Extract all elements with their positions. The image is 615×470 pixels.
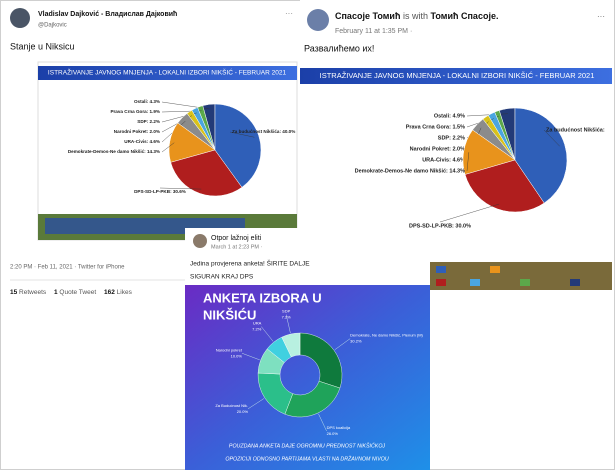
stat-count: 162 <box>104 289 115 296</box>
slice-label: Narodni Pokret: 2.0% <box>410 146 465 152</box>
date: February 11 at 1:35 PM · <box>335 28 412 35</box>
stat-label[interactable]: Likes <box>117 289 133 296</box>
slice-value: 10.0% <box>231 353 243 358</box>
author: Vladislav Dajković - Владислав Дајковић <box>38 10 177 18</box>
screenshot: Vladislav Dajković - Владислав Дајковић … <box>0 0 615 470</box>
slice-label: Ostali: 4.3% <box>134 99 160 104</box>
slice-label: Prava Crna Gora: 1.9% <box>110 109 160 114</box>
slice-label: Ostali: 4.9% <box>434 113 465 119</box>
author[interactable]: Otpor lažnoj eliti <box>211 235 262 242</box>
caption: OPOZICIJI ODNOSNO PARTIJAMA VLASTI NA DR… <box>225 454 389 462</box>
slice-name: URA <box>253 321 262 326</box>
stat-label[interactable]: Retweets <box>19 289 47 296</box>
post-text: Jedina provjerena anketa! ŠIRITE DALJE <box>190 259 310 268</box>
slice-name: DPS koalicija <box>327 425 351 430</box>
slice-label: Za budućnost Nikšića: 40.0% <box>232 129 295 134</box>
chart-image: ANKETA IZBORA U NIKŠIĆU POUZDANA ANKETA … <box>185 285 430 470</box>
stat-count: 1 <box>54 289 58 296</box>
menu[interactable]: ··· <box>285 9 293 18</box>
stats: 15 Retweets 1 Quote Tweet 162 Likes <box>10 289 133 296</box>
image-title: NIKŠIĆU <box>203 307 256 322</box>
slice-label: DPS-SD-LP-PKB: 30.6% <box>134 189 186 194</box>
tweet-text: Stanje u Niksicu <box>10 41 75 51</box>
avatar <box>193 234 207 248</box>
slice-label: SDP: 2.2% <box>438 135 465 141</box>
caption: POUZDANA ANKETA DAJE OGROMNU PREDNOST NI… <box>229 442 386 449</box>
stat-count: 15 <box>10 289 18 296</box>
handle: @Dajkovic <box>38 23 67 29</box>
legend-strip <box>430 262 612 290</box>
slice-label: Narodni Pokret: 2.0% <box>114 129 160 134</box>
post-header: Спасоје Томић is with Томић Спасоје. <box>335 11 498 21</box>
swatch <box>570 279 580 286</box>
slice-value: 7.2% <box>252 327 262 332</box>
swatch <box>436 266 446 273</box>
author[interactable]: Спасоје Томић <box>335 11 400 21</box>
slice-label: Demokrate-Demos-Ne damo Nikšić: 14.3% <box>355 168 465 174</box>
post-text: Развалићемо их! <box>304 43 374 53</box>
post-text: SIGURAN KRAJ DPS <box>190 274 254 281</box>
slice-name: Demokrate, Ne damo Nikšić, Plenum (M) <box>350 333 423 338</box>
tagged[interactable]: Томић Спасоје. <box>431 11 499 21</box>
avatar <box>307 9 329 31</box>
slice-name: SDP <box>282 309 291 314</box>
avatar <box>10 8 30 28</box>
slice-label: SDP: 2.2% <box>137 119 160 124</box>
chart-title: ISTRAŽIVANJE JAVNOG MNJENJA - LOKALNI IZ… <box>320 71 595 80</box>
slice-value: 7.2% <box>282 315 292 320</box>
date: March 1 at 2:23 PM · <box>211 244 263 250</box>
timestamp: 2:20 PM · Feb 11, 2021 · Twitter for iPh… <box>10 265 125 271</box>
chart-image: ISTRAŽIVANJE JAVNOG MNJENJA - LOKALNI IZ… <box>300 62 612 238</box>
swatch <box>490 266 500 273</box>
slice-label: URA-Civis: 4.6% <box>422 157 465 163</box>
slice-label: Za budućnost Nikšića: <box>546 127 605 133</box>
slice-label: Prava Crna Gora: 1.5% <box>406 124 465 130</box>
with-text: is with <box>403 11 428 21</box>
slice-label: URA-Civis: 4.6% <box>124 139 160 144</box>
slice-value: 20.0% <box>237 409 249 414</box>
slice-value: 26.0% <box>327 431 339 436</box>
image-title: ANKETA IZBORA U <box>203 290 322 305</box>
swatch <box>436 279 446 286</box>
menu[interactable]: ··· <box>597 12 605 21</box>
slice-value: 30.2% <box>350 339 362 344</box>
stat-label[interactable]: Quote Tweet <box>59 289 96 296</box>
swatch <box>470 279 480 286</box>
slice-name: Za Budućnost Nik. <box>215 403 248 408</box>
slice-name: Narodni pokret <box>216 347 243 352</box>
slice-label: Demokrate-Demos-Ne damo Nikšić: 14.3% <box>68 149 160 154</box>
third-card: Otpor lažnoj eliti March 1 at 2:23 PM · … <box>185 228 430 470</box>
chart-title: ISTRAŽIVANJE JAVNOG MNJENJA - LOKALNI IZ… <box>48 68 287 77</box>
swatch <box>520 279 530 286</box>
